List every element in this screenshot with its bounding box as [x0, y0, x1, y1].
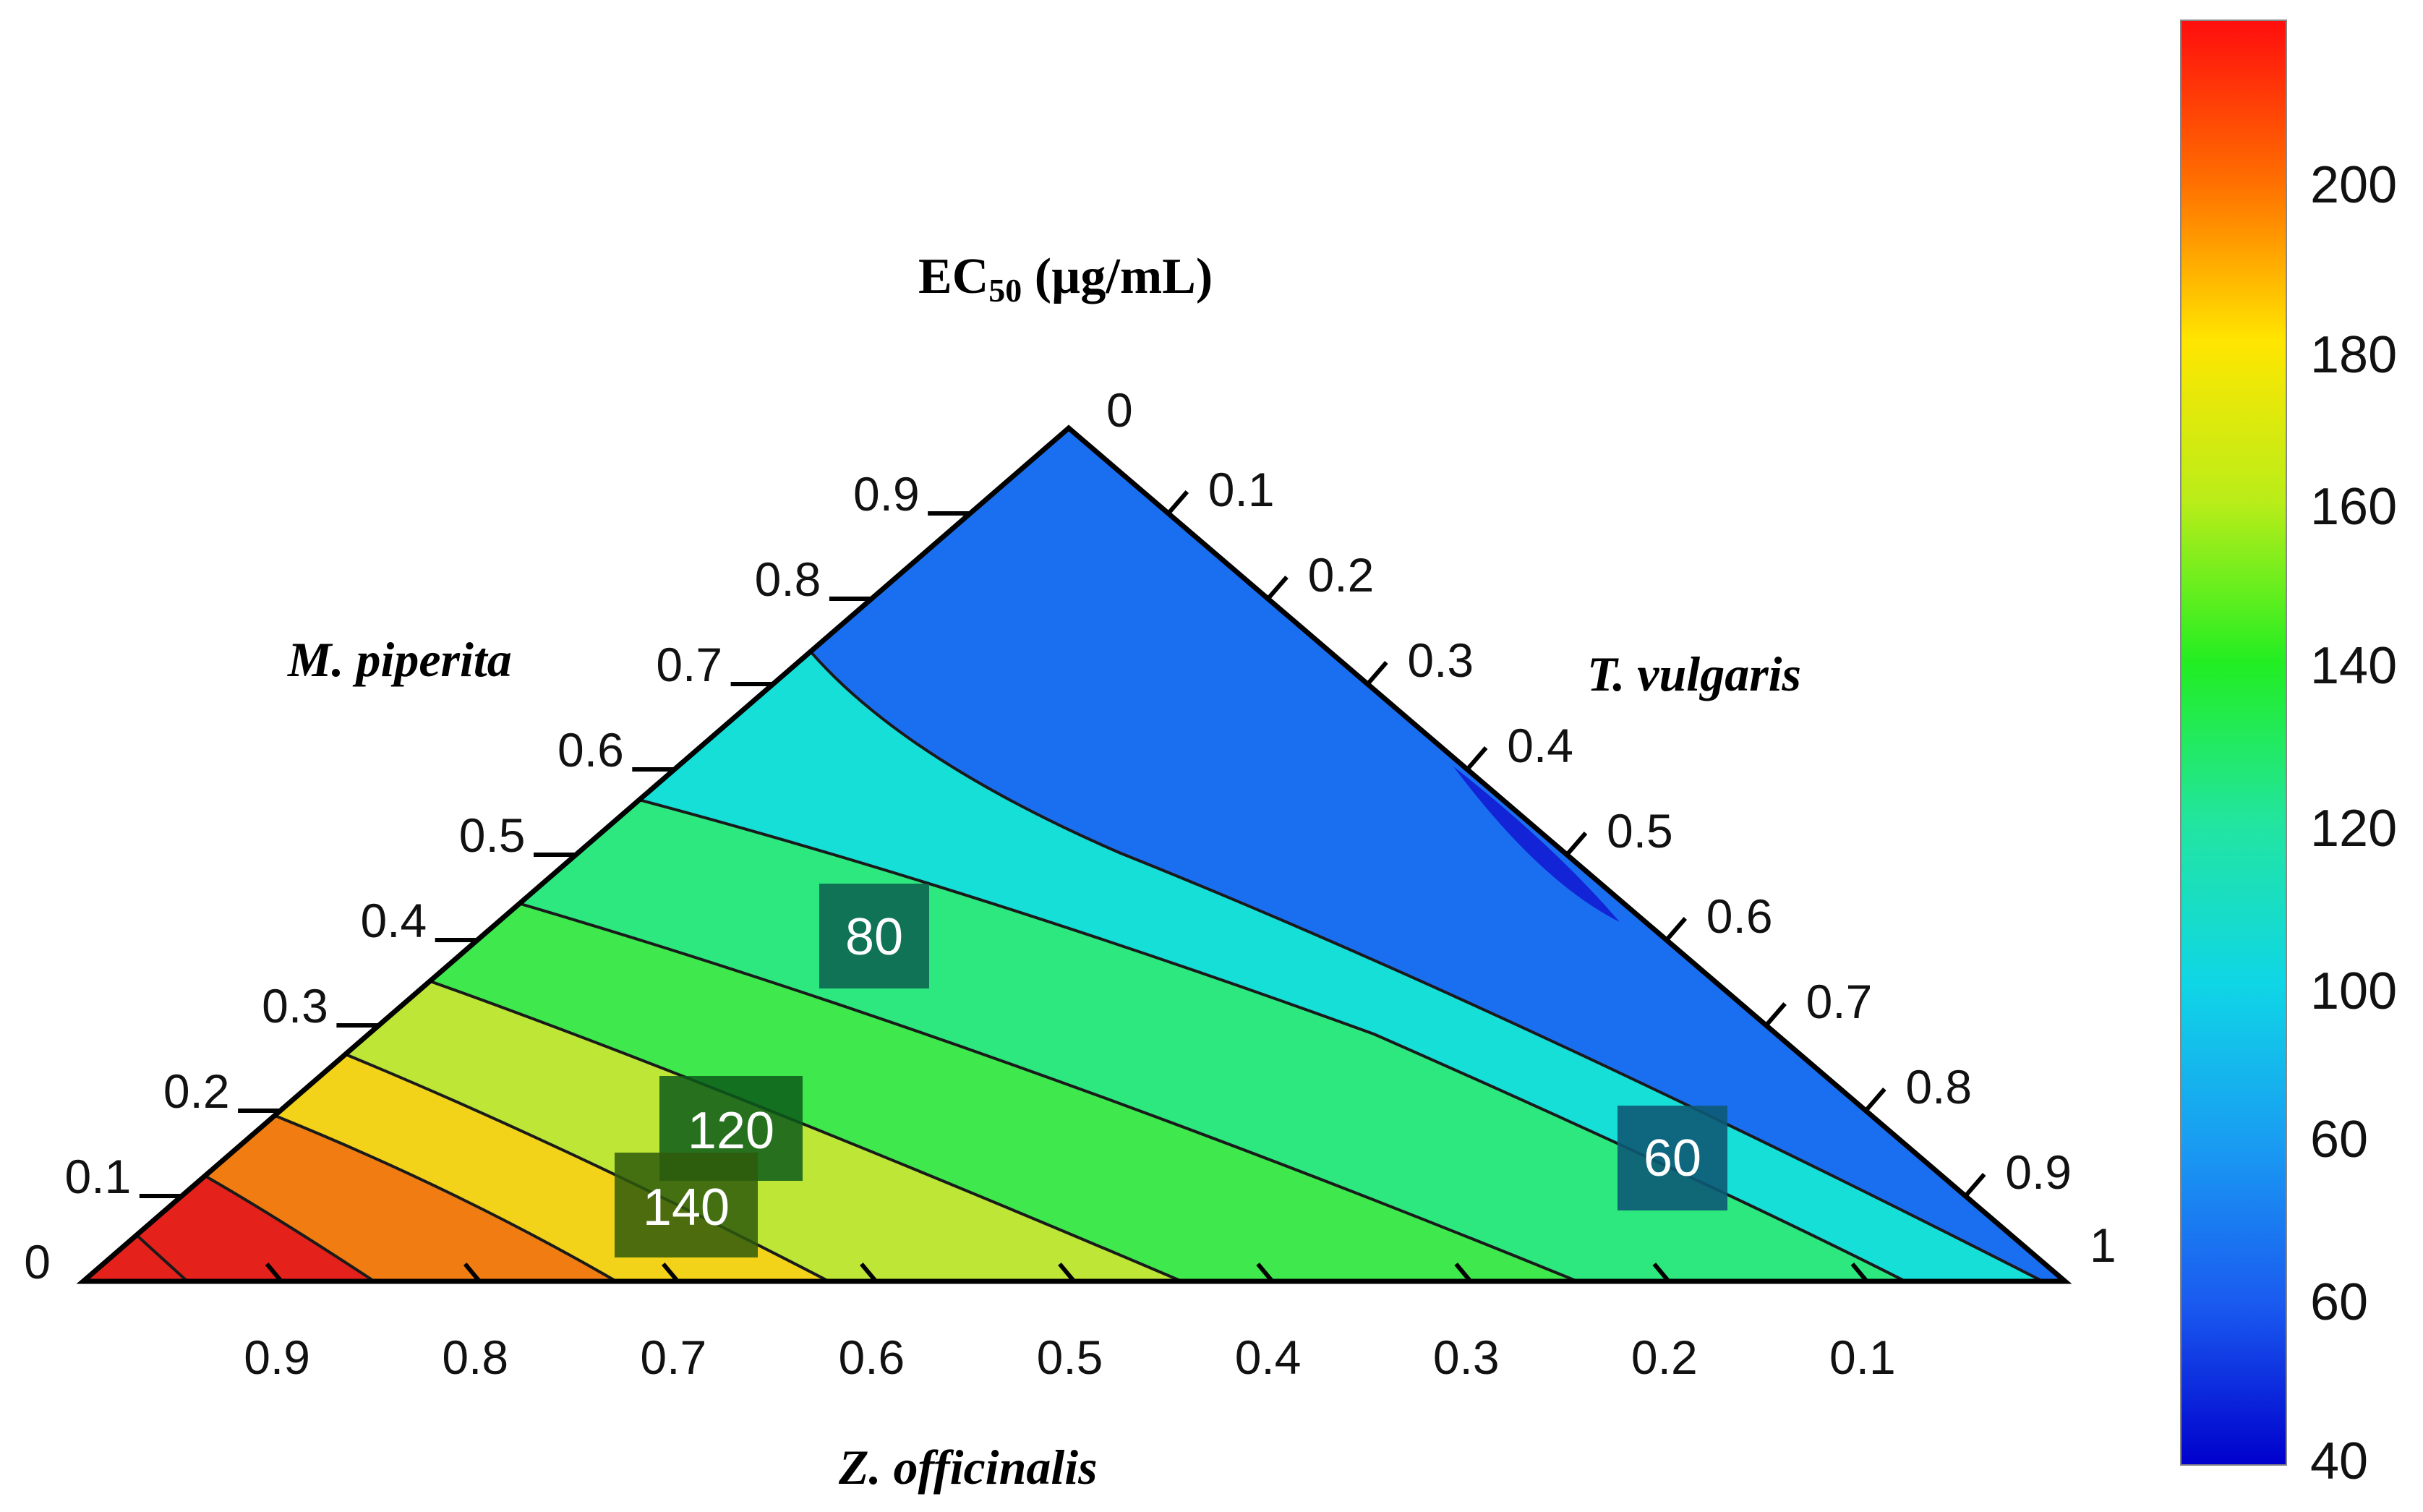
bottom-tick — [1652, 1263, 1671, 1283]
bottom-tick — [463, 1263, 482, 1283]
chart-title: EC50 (µg/mL) — [918, 249, 1213, 309]
right-tick-label: 0.8 — [1905, 1060, 1972, 1114]
bottom-tick-label: 0.4 — [1235, 1331, 1302, 1384]
colorbar: 200 180 160 140 120 100 60 60 40 — [2180, 20, 2397, 1490]
right-tick-label: 0.4 — [1507, 719, 1573, 772]
bottom-tick-labels: 0.9 0.8 0.7 0.6 0.5 0.4 0.3 0.2 0.1 — [244, 1331, 1896, 1384]
colorbar-tick-label: 40 — [2310, 1432, 2368, 1490]
colorbar-tick-label: 160 — [2310, 478, 2397, 536]
axis-ticks — [139, 490, 1986, 1283]
right-tick — [1665, 917, 1688, 941]
left-tick-label: 0.1 — [65, 1150, 132, 1203]
contour-region-200-220 — [83, 1167, 405, 1281]
bottom-tick — [661, 1263, 680, 1283]
left-tick-label: 0.5 — [459, 808, 526, 862]
bottom-tick-label: 0.9 — [244, 1331, 310, 1384]
contour-label-140: 140 — [615, 1153, 758, 1257]
contour-line — [520, 902, 1628, 1281]
right-tick-label: 0.7 — [1806, 975, 1873, 1028]
bottom-tick-label: 0.3 — [1433, 1331, 1500, 1384]
left-tick-label: 0.3 — [262, 979, 328, 1033]
right-tick — [1465, 746, 1488, 771]
left-tick-label: 0.9 — [853, 467, 920, 521]
bottom-tick-label: 0.7 — [640, 1331, 706, 1384]
bottom-tick-label: 0.6 — [839, 1331, 905, 1384]
bottom-tick-label: 0.5 — [1037, 1331, 1103, 1384]
title-main: EC — [918, 249, 988, 304]
contour-lines — [129, 649, 2065, 1281]
contour-line — [258, 1108, 652, 1281]
bottom-tick-label: 0.1 — [1829, 1331, 1896, 1384]
left-tick-label: 0.7 — [656, 638, 722, 691]
svg-text:60: 60 — [1644, 1129, 1701, 1187]
left-tick-label: 0.4 — [360, 894, 427, 947]
contour-line — [129, 1228, 211, 1281]
left-axis-label: M. piperita — [287, 632, 512, 687]
bottom-axis-label: Z. officinalis — [838, 1440, 1098, 1495]
right-tick-labels: 0 0.1 0.2 0.3 0.4 0.5 0.6 0.7 0.8 0.9 1 — [1106, 383, 2116, 1272]
left-tick-label: 0 — [24, 1235, 51, 1289]
colorbar-tick-label: 180 — [2310, 326, 2397, 384]
bottom-tick-label: 0.2 — [1631, 1331, 1698, 1384]
right-tick-label: 1 — [2090, 1218, 2116, 1272]
contour-line — [636, 798, 1946, 1281]
contour-line — [808, 649, 2065, 1281]
left-tick-labels: 0 0.1 0.2 0.3 0.4 0.5 0.6 0.7 0.8 0.9 — [24, 467, 919, 1289]
bottom-tick — [1256, 1263, 1274, 1283]
contour-regions — [83, 428, 2065, 1281]
svg-text:80: 80 — [845, 908, 903, 966]
title-subscript: 50 — [988, 272, 1022, 309]
bottom-tick — [265, 1263, 283, 1283]
right-tick-label: 0 — [1106, 383, 1133, 437]
right-tick-label: 0.5 — [1607, 804, 1673, 858]
right-axis-label: T. vulgaris — [1587, 646, 1801, 701]
bottom-tick — [1454, 1263, 1473, 1283]
colorbar-tick-label: 200 — [2310, 156, 2397, 214]
right-tick — [1963, 1173, 1986, 1197]
svg-text:120: 120 — [688, 1102, 774, 1160]
left-tick-label: 0.8 — [755, 552, 821, 606]
contour-line — [334, 1048, 868, 1281]
colorbar-labels: 200 180 160 140 120 100 60 60 40 — [2310, 156, 2397, 1490]
title-unit: (µg/mL) — [1022, 249, 1213, 304]
contour-label-60: 60 — [1618, 1106, 1727, 1210]
colorbar-tick-label: 140 — [2310, 637, 2397, 695]
bottom-tick — [1850, 1263, 1869, 1283]
right-tick — [1366, 661, 1388, 685]
colorbar-tick-label: 120 — [2310, 800, 2397, 858]
right-tick — [1166, 490, 1189, 515]
right-tick — [1764, 1002, 1787, 1027]
right-tick — [1565, 832, 1588, 856]
colorbar-tick-label: 60 — [2310, 1273, 2368, 1331]
bottom-tick — [860, 1263, 878, 1283]
colorbar-bar — [2180, 20, 2287, 1466]
left-tick-label: 0.6 — [557, 723, 624, 777]
svg-text:140: 140 — [643, 1179, 730, 1236]
bottom-tick-label: 0.8 — [442, 1331, 508, 1384]
right-tick-label: 0.6 — [1706, 889, 1773, 943]
left-tick-label: 0.2 — [163, 1064, 230, 1118]
bottom-tick — [1058, 1263, 1076, 1283]
contour-label-80: 80 — [819, 884, 929, 988]
right-tick — [1266, 576, 1289, 600]
right-tick — [1864, 1088, 1886, 1112]
right-tick-label: 0.3 — [1407, 633, 1474, 687]
right-tick-label: 0.9 — [2005, 1145, 2072, 1199]
right-tick-label: 0.1 — [1208, 463, 1275, 516]
right-tick-label: 0.2 — [1308, 548, 1375, 602]
colorbar-tick-label: 100 — [2310, 962, 2397, 1020]
colorbar-tick-label: 60 — [2310, 1111, 2368, 1169]
contour-region-40-60 — [1453, 766, 1620, 922]
